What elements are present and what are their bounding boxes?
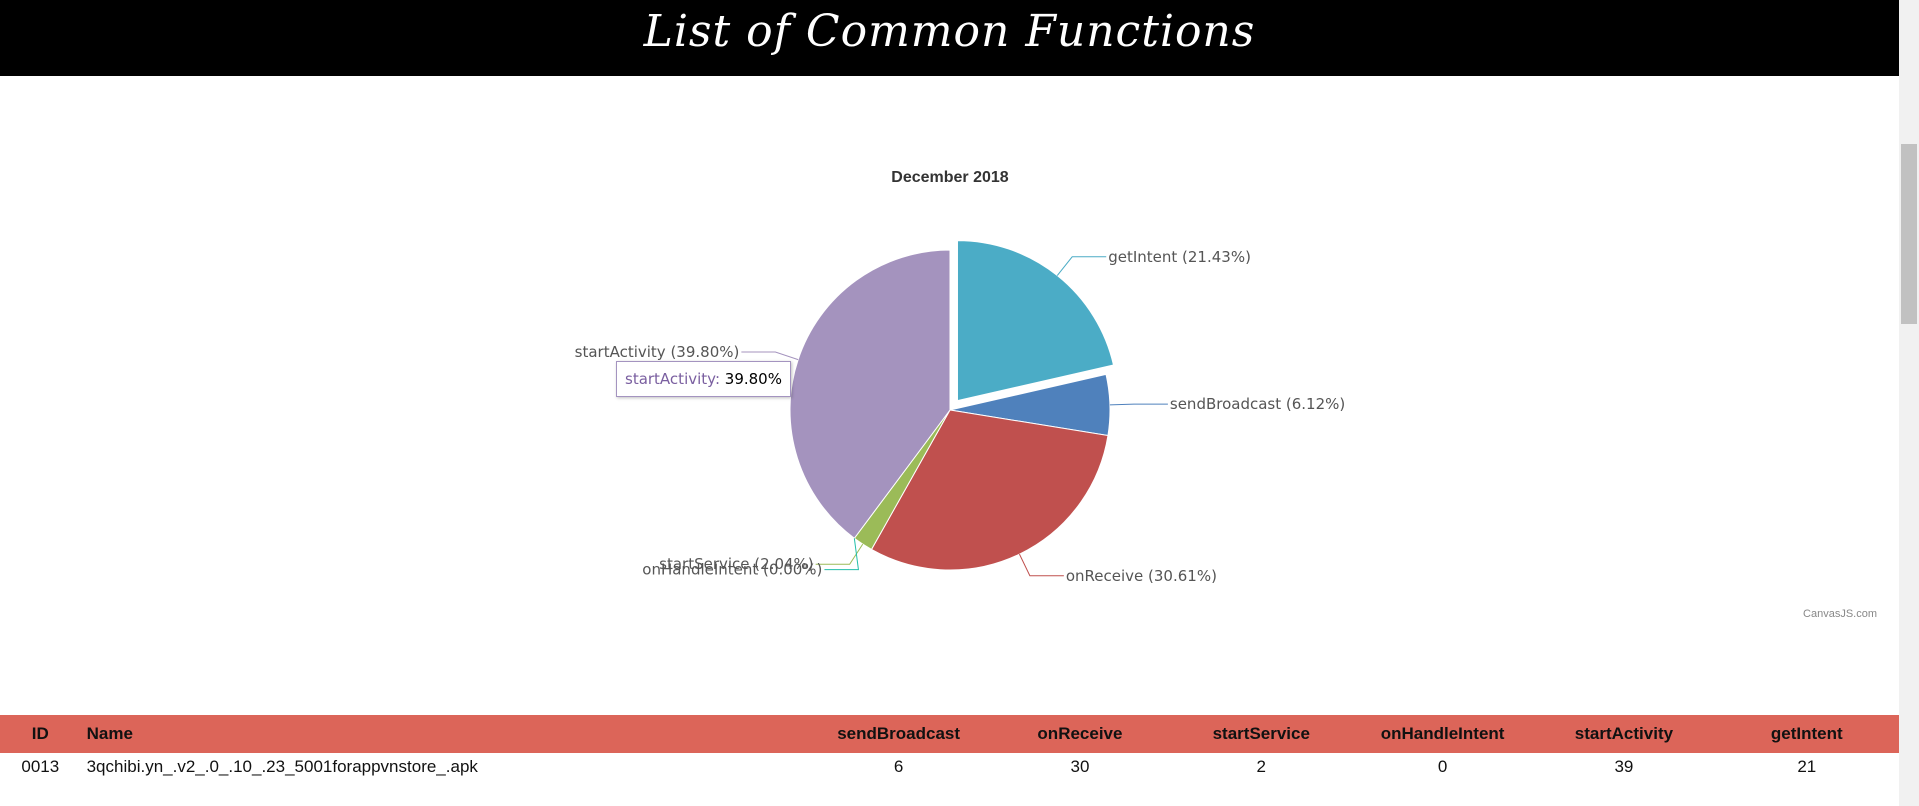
leader-line-onreceive <box>1018 553 1064 577</box>
pie-slice-getintent[interactable] <box>956 240 1115 402</box>
cell-sendbroadcast: 6 <box>893 757 904 776</box>
leader-line-startservice <box>815 543 864 565</box>
cell-getintent: 21 <box>1797 757 1817 776</box>
page-title: List of Common Functions <box>643 6 1256 57</box>
chart-tooltip: startActivity: 39.80% <box>616 361 791 397</box>
column-header-startactivity: startActivity <box>1574 724 1674 743</box>
column-header-onreceive: onReceive <box>1037 724 1123 743</box>
cell-startactivity: 39 <box>1614 757 1634 776</box>
pie-label-getintent: getIntent (21.43%) <box>1108 248 1251 266</box>
pie-label-startactivity: startActivity (39.80%) <box>575 343 740 361</box>
table-row: 0013 3qchibi.yn_.v2_.0_.10_.23_5001forap… <box>0 753 1899 781</box>
cell-id: 0013 <box>21 757 60 776</box>
column-header-id: ID <box>31 724 49 743</box>
functions-table: ID Name sendBroadcast onReceive startSer… <box>0 715 1899 781</box>
cell-startservice: 2 <box>1256 757 1266 776</box>
column-header-onhandleintent: onHandleIntent <box>1380 724 1505 743</box>
pie-labels: getIntent (21.43%) sendBroadcast (6.12%) o… <box>575 248 1346 585</box>
pie-label-onreceive: onReceive (30.61%) <box>1066 567 1217 585</box>
pie-label-onhandleintent: onHandleIntent (0.00%) <box>642 561 822 579</box>
column-header-startservice: startService <box>1212 724 1310 743</box>
chart-credit[interactable]: CanvasJS.com <box>1803 608 1877 620</box>
page-header: List of Common Functions <box>0 0 1899 76</box>
pie-slice-onreceive[interactable] <box>870 409 1109 571</box>
tooltip-value: 39.80% <box>724 370 782 388</box>
leader-line-getintent <box>1056 256 1107 276</box>
scrollbar-thumb[interactable] <box>1901 144 1917 324</box>
pie-label-startservice: startService (2.04%) <box>659 555 814 573</box>
cell-name: 3qchibi.yn_.v2_.0_.10_.23_5001forappvnst… <box>86 757 478 776</box>
column-header-name: Name <box>86 724 133 743</box>
table-header-row: ID Name sendBroadcast onReceive startSer… <box>0 715 1899 753</box>
column-header-getintent: getIntent <box>1770 724 1843 743</box>
cell-onhandleintent: 0 <box>1437 757 1448 776</box>
column-header-sendbroadcast: sendBroadcast <box>837 724 961 743</box>
page-scrollbar[interactable] <box>1899 0 1919 806</box>
cell-onreceive: 30 <box>1070 757 1090 776</box>
chart-title: December 2018 <box>891 169 1009 186</box>
pie-slices <box>789 240 1115 571</box>
pie-chart: December 2018 getIntent (21.43%) sendBroa… <box>575 169 1877 620</box>
pie-label-sendbroadcast: sendBroadcast (6.12%) <box>1170 395 1345 413</box>
leader-line-startactivity <box>741 351 799 361</box>
leader-line-sendbroadcast <box>1109 403 1168 406</box>
tooltip-label: startActivity: <box>625 370 720 388</box>
leader-line-onhandleintent <box>824 538 860 571</box>
